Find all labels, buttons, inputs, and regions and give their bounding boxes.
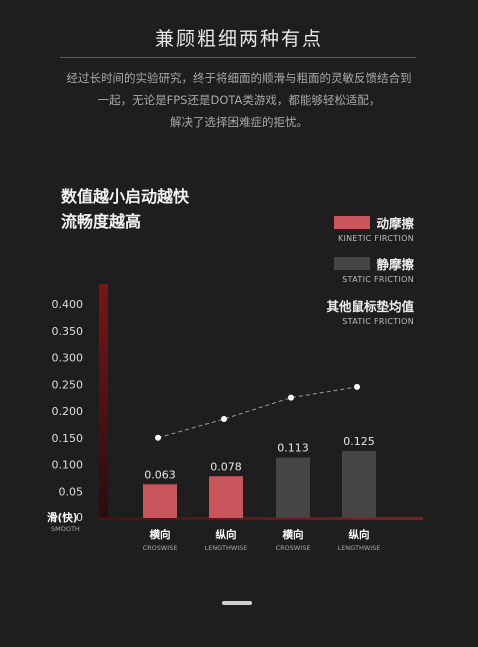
- headline-line: 数值越小启动越快: [61, 187, 190, 206]
- description: 经过长时间的实验研究，终于将细面的顺滑与粗面的灵敏反馈结合到 一起，无论是FPS…: [40, 67, 438, 133]
- y-tick-label: 0.200: [52, 405, 84, 418]
- home-indicator[interactable]: [222, 601, 252, 605]
- y-tick-label: 0.300: [52, 352, 84, 365]
- category-label: 横向: [150, 528, 171, 541]
- bar-value-label: 0.078: [210, 460, 242, 473]
- bar-value-label: 0.125: [343, 435, 375, 448]
- legend-sublabel: STATIC FRICTION: [342, 275, 414, 284]
- y-tick-label: 0.350: [52, 325, 84, 338]
- y-tick-label: 0.100: [52, 459, 84, 472]
- category-sublabel: LENGTHWISE: [205, 544, 248, 552]
- y-tick-label: 0.250: [52, 378, 84, 391]
- category-sublabel: LENGTHWISE: [338, 544, 381, 552]
- legend-sublabel: STATIC FRICTION: [342, 317, 414, 326]
- bar: [143, 484, 177, 518]
- section-title: 兼顾粗细两种有点: [154, 28, 323, 50]
- legend-label: 静摩擦: [376, 257, 414, 272]
- bar: [342, 451, 376, 518]
- bar: [276, 457, 310, 518]
- bar-value-label: 0.113: [277, 442, 309, 455]
- average-point: [155, 434, 161, 441]
- description-line: 经过长时间的实验研究，终于将细面的顺滑与粗面的灵敏反馈结合到: [66, 71, 412, 85]
- category-label: 纵向: [349, 528, 370, 541]
- legend-swatch-static: [334, 257, 371, 270]
- y-tick-label: 0.400: [52, 298, 84, 311]
- average-point: [288, 394, 294, 401]
- average-line: [157, 386, 358, 439]
- chart-headline: 数值越小启动越快 流畅度越高: [61, 184, 189, 234]
- legend-label: 动摩擦: [376, 216, 414, 231]
- category-sublabel: CROSWISE: [276, 544, 311, 552]
- x-axis-baseline: [99, 517, 423, 520]
- y-axis-bar: [99, 284, 108, 518]
- y-tick-label: 0.150: [52, 432, 84, 445]
- legend-sublabel: KINETIC FIRCTION: [337, 234, 414, 243]
- average-point: [354, 383, 360, 390]
- legend-static: 静摩擦 STATIC FRICTION: [334, 254, 414, 284]
- description-line: 解决了选择困难症的拒忧。: [170, 115, 308, 129]
- description-line: 一起，无论是FPS还是DOTA类游戏，都能够轻松适配，: [97, 93, 381, 107]
- title-divider: [60, 57, 416, 58]
- bar-value-label: 0.063: [144, 468, 176, 481]
- category-sublabel: CROSWISE: [143, 544, 178, 552]
- legend-swatch-kinetic: [334, 216, 371, 229]
- legend-label: 其他鼠标垫均值: [326, 299, 414, 314]
- y-axis-label: 滑(快): [47, 511, 78, 524]
- legend-average: 其他鼠标垫均值 STATIC FRICTION: [326, 296, 414, 326]
- y-axis-sublabel: SMOOTH: [51, 525, 80, 533]
- category-label: 横向: [283, 528, 304, 541]
- legend-kinetic: 动摩擦 KINETIC FIRCTION: [334, 213, 414, 243]
- category-label: 纵向: [216, 528, 237, 541]
- y-tick-label: 0: [76, 511, 83, 524]
- y-tick-label: 0.05: [59, 485, 84, 498]
- average-point: [221, 416, 227, 423]
- bar: [209, 476, 243, 518]
- headline-line: 流畅度越高: [61, 212, 142, 231]
